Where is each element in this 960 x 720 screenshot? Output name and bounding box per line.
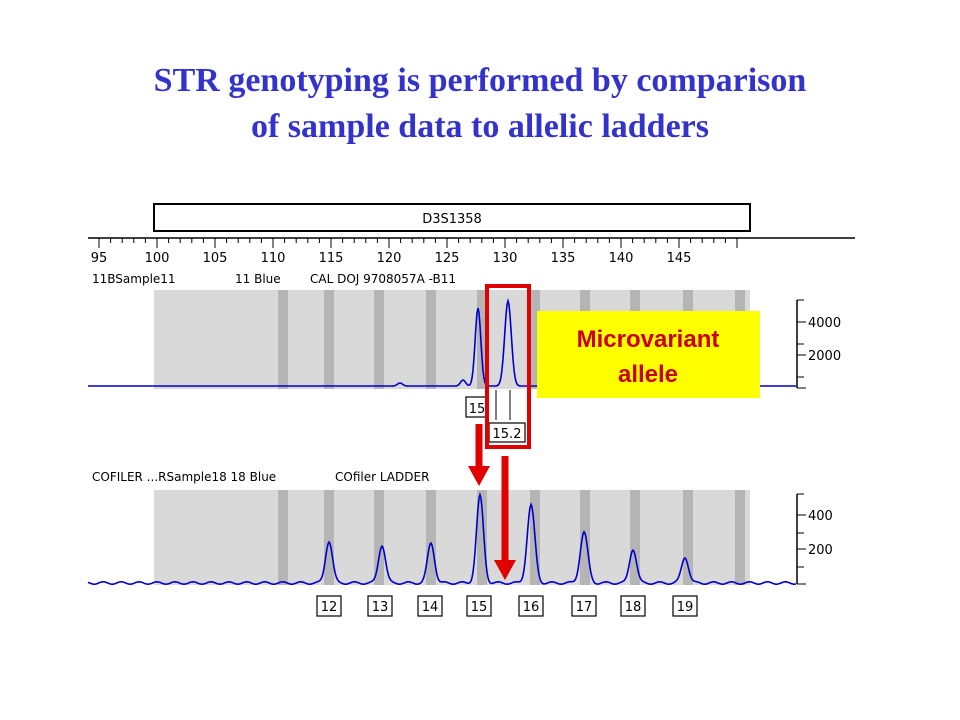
microvariant-callout	[537, 311, 760, 398]
sample-call-15: 15	[469, 402, 486, 417]
axis-tick-label: 125	[435, 251, 460, 266]
axis-tick-label: 115	[319, 251, 344, 266]
bin-stripe	[324, 290, 334, 389]
bin-stripe	[580, 490, 590, 585]
axis-tick-label: 120	[377, 251, 402, 266]
sample-y-axis	[796, 299, 806, 389]
ladder-trace	[87, 491, 797, 586]
ladder-y-axis	[796, 493, 806, 585]
axis-tick-label: 100	[145, 251, 170, 266]
ladder-allele-label: 19	[677, 600, 694, 615]
ladder-allele-label: 14	[422, 600, 439, 615]
ladder-label-box	[620, 595, 646, 617]
ladder-label-box	[571, 595, 597, 617]
bin-stripe	[426, 490, 436, 585]
bin-stripe	[630, 490, 640, 585]
bin-stripe	[477, 290, 487, 389]
bin-stripe	[735, 490, 745, 585]
ladder-label-box	[518, 595, 544, 617]
ladder-allele-label: 16	[523, 600, 540, 615]
ladder-label-box	[367, 595, 393, 617]
axis-tick-label: 145	[667, 251, 692, 266]
bin-stripe	[530, 290, 540, 389]
callout-line-2: allele	[618, 361, 678, 388]
bin-stripe	[324, 490, 334, 585]
callout-line-1: Microvariant	[577, 326, 720, 353]
ladder-label-box	[672, 595, 698, 617]
sample-header-id: CAL DOJ 9708057A -B11	[310, 272, 456, 286]
ladder-header-name: COFILER ...RSample18 18 Blue	[92, 470, 276, 484]
title-line-1: STR genotyping is performed by compariso…	[153, 62, 807, 99]
axis-tick-label: 95	[91, 251, 108, 266]
sample-y-tick-4000: 4000	[808, 316, 841, 331]
ladder-allele-label: 15	[471, 600, 488, 615]
axis-tick-label: 130	[493, 251, 518, 266]
ladder-label-box	[316, 595, 342, 617]
ladder-allele-label: 17	[576, 600, 593, 615]
size-axis: 95 100 105 110 115 120 125 130 135 140 145	[88, 237, 855, 266]
bin-stripe	[477, 490, 487, 585]
bin-stripe	[374, 490, 384, 585]
ladder-label-box	[466, 595, 492, 617]
ladder-allele-label: 12	[321, 600, 338, 615]
bin-area	[154, 490, 750, 585]
bin-stripe	[278, 490, 288, 585]
bin-stripe	[426, 290, 436, 389]
marker-box	[153, 203, 751, 232]
ladder-allele-label: 18	[625, 600, 642, 615]
microvariant-highlight-box	[485, 284, 531, 449]
arrow-allele-15-2	[494, 456, 516, 580]
slide-title: STR genotyping is performed by compariso…	[0, 58, 960, 150]
ladder-label-box	[417, 595, 443, 617]
axis-tick-label: 110	[261, 251, 286, 266]
arrow-allele-15	[468, 424, 490, 486]
bin-stripe	[278, 290, 288, 389]
ladder-header-type: COfiler LADDER	[335, 470, 429, 484]
axis-tick-label: 105	[203, 251, 228, 266]
ladder-y-tick-400: 400	[808, 509, 833, 524]
ladder-bin-shading	[154, 490, 750, 585]
ladder-allele-label: 13	[372, 600, 389, 615]
ladder-y-tick-200: 200	[808, 543, 833, 558]
sample-y-tick-2000: 2000	[808, 349, 841, 364]
axis-tick-label: 135	[551, 251, 576, 266]
bin-stripe	[374, 290, 384, 389]
ladder-allele-labels: 12 13 14 15 16 17 18 19	[316, 595, 698, 617]
sample-header-dye: 11 Blue	[235, 272, 281, 286]
axis-tick-label: 140	[609, 251, 634, 266]
title-line-2: of sample data to allelic ladders	[250, 108, 710, 145]
marker-label: D3S1358	[422, 212, 482, 227]
sample-call-15-2: 15.2	[493, 427, 522, 442]
sample-header-name: 11BSample11	[92, 272, 176, 286]
bin-stripe	[683, 490, 693, 585]
